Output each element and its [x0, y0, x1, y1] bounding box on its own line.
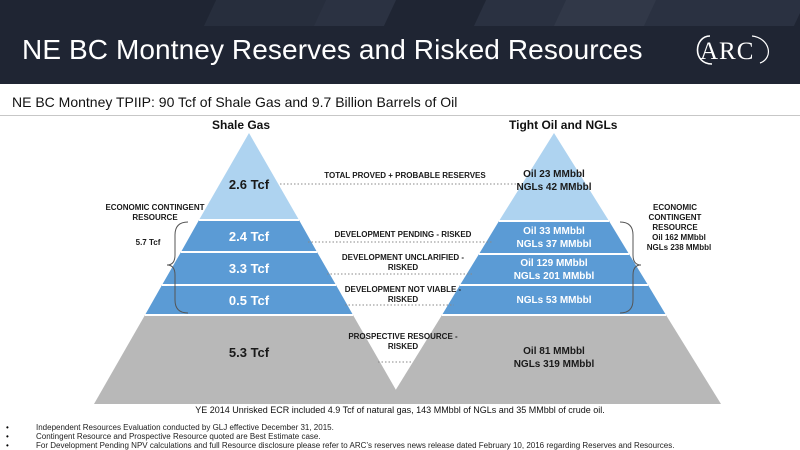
tight-oil-title: Tight Oil and NGLs [509, 118, 618, 132]
oil-tier-3 [460, 254, 648, 285]
oil-tier-2 [479, 221, 629, 254]
oil-tier-4 [442, 285, 666, 315]
footnote-3: For Development Pending NPV calculations… [36, 441, 675, 450]
ecr-note: YE 2014 Unrisked ECR included 4.9 Tcf of… [195, 405, 605, 415]
page-title: NE BC Montney Reserves and Risked Resour… [22, 34, 643, 65]
shale-tier-3-label: 3.3 Tcf [228, 261, 270, 276]
bullet-icon: • [6, 432, 9, 441]
category-label-5: PROSPECTIVE RESOURCE - RISKED [348, 332, 458, 351]
footnote-1: Independent Resources Evaluation conduct… [36, 423, 334, 432]
shale-ecr-label: ECONOMIC CONTINGENT RESOURCE [105, 203, 205, 222]
oil-tier-5-label: Oil 81 MMbbl NGLs 319 MMbbl [513, 346, 595, 370]
category-label-2: DEVELOPMENT PENDING - RISKED [334, 230, 472, 239]
shale-tier-3 [162, 252, 336, 285]
shale-ecr-value: 5.7 Tcf [135, 238, 161, 247]
oil-ecr-label: ECONOMIC CONTINGENT RESOURCE [648, 203, 702, 232]
shale-tier-4 [145, 285, 353, 315]
category-label-3: DEVELOPMENT UNCLARIFIED - RISKED [341, 253, 465, 272]
oil-tier-5 [387, 315, 721, 404]
divider [0, 115, 800, 116]
subtitle: NE BC Montney TPIIP: 90 Tcf of Shale Gas… [12, 94, 458, 110]
shale-gas-title: Shale Gas [212, 118, 271, 132]
oil-tier-1 [499, 133, 609, 221]
shale-tier-2-label: 2.4 Tcf [228, 229, 270, 244]
bullet-icon: • [6, 423, 9, 432]
oil-tier-4-label: NGLs 53 MMbbl [516, 295, 592, 306]
brace-icon [619, 221, 642, 314]
arc-logo-text: ARC [700, 38, 755, 65]
shale-tier-1-label: 2.6 Tcf [228, 177, 270, 192]
bullet-icon: • [6, 441, 9, 450]
shale-tier-5-label: 5.3 Tcf [228, 345, 270, 360]
header-bar: NE BC Montney Reserves and Risked Resour… [0, 0, 800, 84]
shale-tier-5 [94, 315, 404, 404]
oil-tier-2-label: Oil 33 MMbbl NGLs 37 MMbbl [516, 226, 592, 250]
shale-tier-1 [199, 133, 299, 220]
shale-tier-2 [181, 220, 317, 252]
oil-tier-1-label: Oil 23 MMbbl NGLs 42 MMbbl [516, 169, 592, 193]
footnote-2: Contingent Resource and Prospective Reso… [36, 432, 321, 441]
category-label-4: DEVELOPMENT NOT VIABLE - RISKED [344, 285, 462, 304]
oil-ecr-value: Oil 162 MMbbl NGLs 238 MMbbl [646, 233, 712, 252]
arc-logo [696, 35, 769, 65]
shale-tier-4-label: 0.5 Tcf [228, 293, 270, 308]
category-label-1: TOTAL PROVED + PROBABLE RESERVES [324, 171, 486, 180]
oil-tier-3-label: Oil 129 MMbbl NGLs 201 MMbbl [513, 258, 595, 282]
brace-icon [166, 221, 189, 314]
